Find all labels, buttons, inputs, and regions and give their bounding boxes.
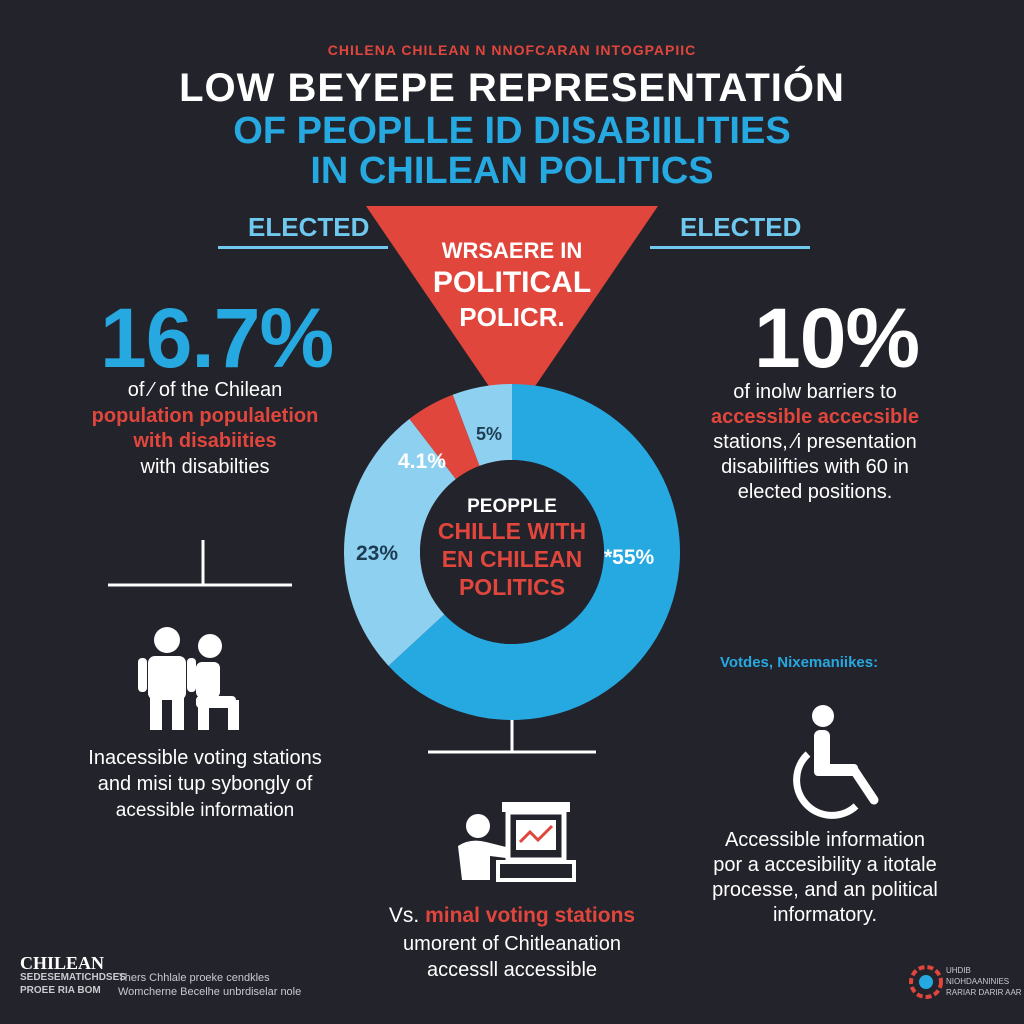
donut-slice-1 xyxy=(452,384,512,466)
left-stat-line-3: with disabiities xyxy=(133,430,277,452)
slice-label-1: 5% xyxy=(476,424,503,444)
title-line-3: IN CHILEAN POLITICS xyxy=(310,150,714,192)
people-icon xyxy=(138,627,239,730)
right-issue-line-2: por a accesibility a itotale xyxy=(713,854,937,876)
wheelchair-icon xyxy=(793,705,879,819)
elected-left-label: ELECTED xyxy=(248,212,370,242)
footer-emblem-icon xyxy=(909,965,943,999)
right-stat-line-5: elected positions. xyxy=(737,481,893,503)
donut-slice-3 xyxy=(344,418,456,666)
donut-slice-4 xyxy=(388,383,680,720)
donut-center-line-1: PEOPPLE xyxy=(467,496,557,517)
left-issue-line-1: Inacessible voting stations xyxy=(88,747,322,769)
footer-right-1: UHDIB xyxy=(946,966,971,975)
bottom-issue-line-1: Vs. minal voting stations xyxy=(332,904,692,928)
donut-chart xyxy=(344,383,680,720)
elected-left-line xyxy=(218,246,388,249)
slice-label-2: 4.1% xyxy=(398,450,446,473)
donut-slice-2 xyxy=(409,394,480,480)
donut-center-line-4: POLITICS xyxy=(458,574,566,600)
title-line-1: LOW BEYEPE REPRESENTATIÓN xyxy=(179,66,845,110)
donut-center-line-3: EN CHILEAN xyxy=(441,546,583,572)
left-stat-line-4: with disabilties xyxy=(140,456,270,478)
footer-logo-sub-2: PROEE RIA BOM xyxy=(20,985,101,996)
left-issue-line-3: acessible information xyxy=(115,800,295,821)
footer-logo-text: CHILEAN xyxy=(20,953,105,973)
right-issue-line-3: processe, and an political xyxy=(712,879,938,901)
right-stat-line-3: stations, ⁄i presentation xyxy=(713,431,917,453)
right-issue-line-4: informatory. xyxy=(772,904,878,926)
footer-right-2: NIOHDAANINIES xyxy=(946,977,1010,986)
right-issue-line-1: Accessible information xyxy=(724,829,926,851)
left-issue-line-2: and misi tup sybongly of xyxy=(97,773,313,795)
bottom-issue-line-2: umorent of Chitleanation xyxy=(403,933,621,955)
voting-booth-icon xyxy=(458,802,576,882)
footer-logo-sub-1: SEDESEMATICHDSES xyxy=(20,972,126,983)
footer-note-2: Womcherne Becelhe unbrdiselar nole xyxy=(118,986,302,998)
right-issue-label: Votdes, Nixemaniikes: xyxy=(720,654,879,671)
left-stat-line-2: population populaletion xyxy=(91,405,319,427)
elected-right-line xyxy=(650,246,810,249)
elected-right-label: ELECTED xyxy=(680,212,802,242)
kicker-text: CHILENA CHILEAN N NNOFCARAN INTOGPAPIIC xyxy=(327,42,697,58)
right-stat-line-1: of inolw barriers to xyxy=(733,381,897,403)
right-stat-line-2: accessible accecsible xyxy=(711,406,919,428)
triangle-line-1: WRSAERE IN xyxy=(441,238,583,263)
footer-note-1: Thers Chhlale proeke cendkles xyxy=(118,972,270,984)
right-stat-line-4: disabilifties with 60 in xyxy=(721,456,909,478)
funnel-triangle xyxy=(366,206,658,420)
slice-label-3: 23% xyxy=(356,542,399,565)
donut-hole xyxy=(420,460,604,644)
slice-label-4: *55% xyxy=(604,546,655,569)
title-line-2: OF PEOPLLE ID DISABIILITIES xyxy=(233,110,791,152)
triangle-line-2: POLITICAL xyxy=(432,266,592,299)
donut-center-line-2: CHILLE WITH xyxy=(437,518,587,544)
bottom-issue-prefix: Vs. xyxy=(388,904,420,927)
right-stat-value: 10% xyxy=(754,291,920,385)
footer-right-3: RARIAR DARIR AAR xyxy=(946,988,1022,997)
left-stat-value: 16.7% xyxy=(100,291,334,385)
bottom-issue-line-3: accessll accessible xyxy=(426,959,598,981)
triangle-line-3: POLICR. xyxy=(459,302,565,332)
bottom-issue-highlight: minal voting stations xyxy=(425,904,636,927)
left-stat-line-1: of ⁄ of the Chilean xyxy=(127,379,283,401)
